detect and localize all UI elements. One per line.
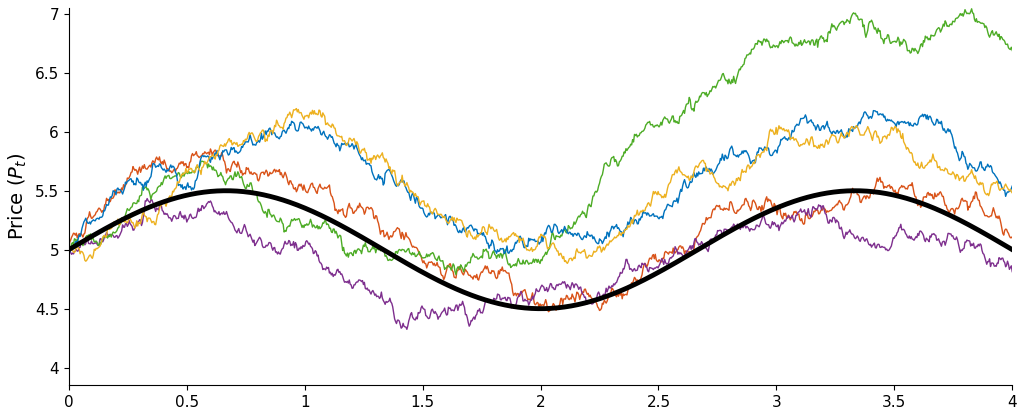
Y-axis label: Price $(P_t)$: Price $(P_t)$ — [7, 153, 30, 240]
